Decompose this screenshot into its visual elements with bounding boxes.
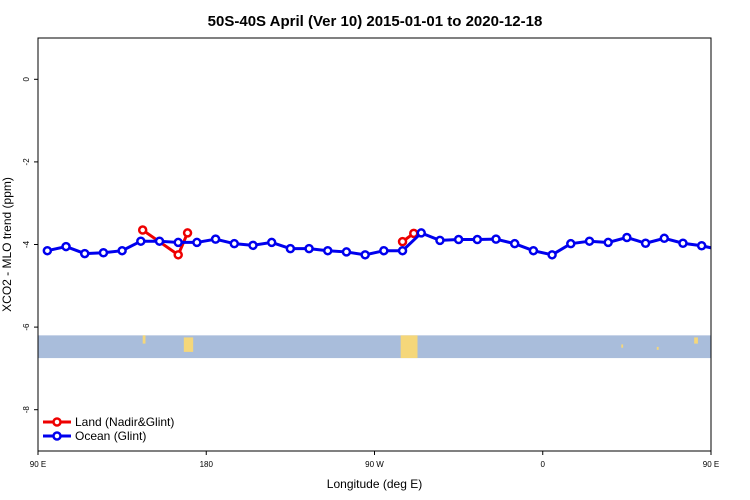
legend-marker [52,431,62,441]
data-point [603,237,613,248]
data-point [341,247,352,257]
data-point [696,240,707,251]
series-ocean [42,228,743,260]
data-point [42,245,53,256]
data-point [210,234,221,244]
data-point [491,234,501,244]
data-point [717,246,724,253]
data-point [192,237,202,248]
legend-marker [52,417,62,427]
x-tick-label: 0 [541,460,546,469]
data-point [229,238,240,249]
series-line [743,233,749,255]
ocean-band [38,335,711,359]
series-layer [42,225,750,260]
data-point [397,236,408,247]
data-point [360,250,370,260]
data-point [739,251,746,258]
data-point [379,245,389,256]
data-point [79,248,90,259]
land-patch [737,337,750,351]
data-point [745,229,750,236]
data-point [323,245,333,256]
data-point [547,250,557,260]
data-point [584,236,595,246]
land-patch [183,337,194,352]
data-point [622,232,632,243]
legend-label: Ocean (Glint) [75,429,146,443]
data-point [472,234,483,245]
land-patch [656,346,659,350]
data-point [435,235,445,246]
legend-label: Land (Nadir&Glint) [75,415,174,429]
data-point [509,238,520,249]
chart-title: 50S-40S April (Ver 10) 2015-01-01 to 202… [208,13,543,30]
y-tick-label: -6 [22,323,31,331]
x-tick-label: 90 E [703,460,719,469]
y-tick-label: -2 [22,158,31,166]
x-tick-label: 90 W [365,460,384,469]
data-point [416,228,426,238]
data-point [528,245,539,256]
y-tick-label: -8 [22,406,31,414]
data-point [397,245,408,256]
data-point [61,241,71,252]
x-axis: 90 E 180 90 W 0 90 E [30,451,719,469]
data-point [285,243,296,254]
land-patch [621,344,624,348]
y-axis: 0 -2 -4 -6 -8 [22,77,38,414]
y-tick-label: -4 [22,240,31,248]
data-point [137,225,148,235]
y-axis-label: XCO2 - MLO trend (ppm) [0,177,14,312]
y-tick-label: 0 [22,77,31,82]
land-patch [400,335,418,359]
data-point [566,238,576,249]
data-point [154,236,165,246]
land-patch [694,337,698,344]
data-point [136,236,146,246]
data-point [182,228,193,238]
x-tick-label: 90 E [30,460,46,469]
data-point [659,233,670,244]
data-point [173,250,183,260]
x-axis-label: Longitude (deg E) [327,477,422,491]
data-point [453,234,464,245]
data-point [173,237,183,248]
series-land [137,225,750,260]
data-point [266,237,277,248]
x-tick-label: 180 [200,460,214,469]
data-point [248,240,258,251]
data-point [736,241,743,248]
data-point [98,248,109,258]
data-point [730,227,737,234]
land-patch [142,335,146,344]
data-point [304,243,314,254]
data-point [117,245,127,256]
legend: Land (Nadir&Glint)Ocean (Glint) [43,415,174,443]
data-point [678,238,688,249]
data-point [640,238,651,249]
land-ocean-band [38,335,750,359]
